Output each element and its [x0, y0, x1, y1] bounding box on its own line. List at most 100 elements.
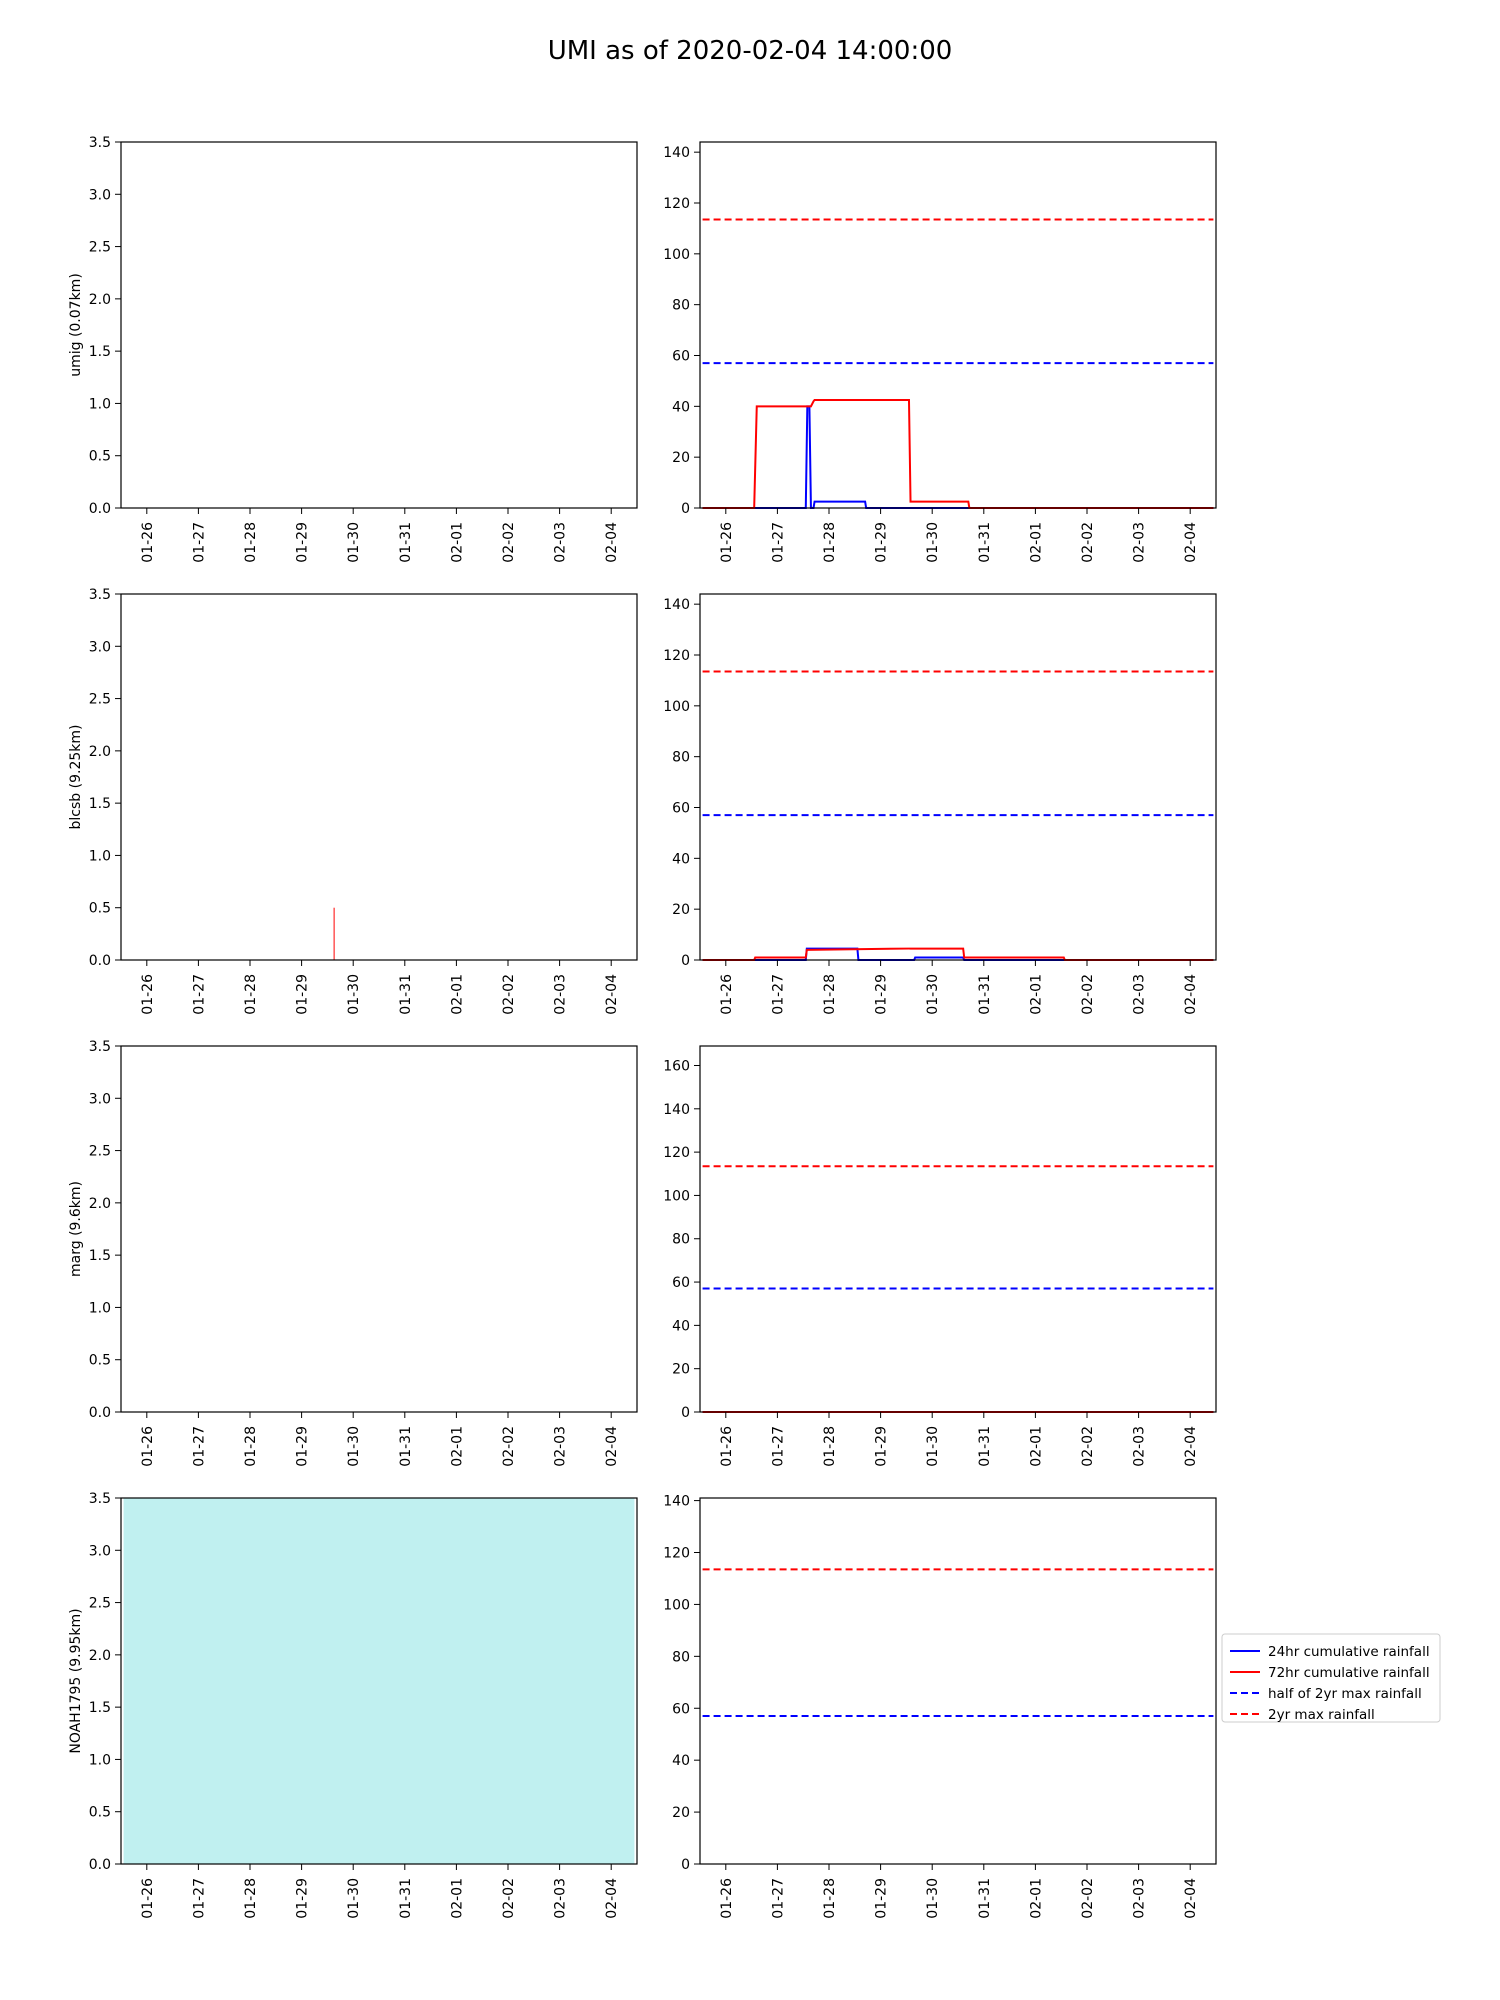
x-tick-label: 02-03: [553, 1878, 569, 1919]
x-tick-label: 01-30: [925, 522, 941, 563]
x-tick-label: 02-04: [1183, 974, 1199, 1015]
y-tick-label: 2.0: [89, 1196, 111, 1212]
subplot-1: 0.0 0.5 1.0 1.5 2.0 2.5 3.0 3.5 01-26 01-27 01-28 0…: [68, 135, 638, 563]
x-tick-label: 01-30: [925, 974, 941, 1015]
legend-box: [1221, 1633, 1441, 1723]
subplot-4: 0 20 40 60 80 100 120 140 01-26 01-27 01-28 01-29 01…: [663, 593, 1217, 1015]
x-tick-label: 01-28: [243, 1426, 259, 1467]
y-tick-label: 120: [663, 1546, 690, 1562]
data-area-fill: [123, 1498, 635, 1864]
x-tick-label: 01-29: [295, 1426, 311, 1467]
x-tick-label: 01-31: [977, 1426, 993, 1467]
legend-label: half of 2yr max rainfall: [1268, 1686, 1422, 1702]
y-tick-label: 140: [663, 1102, 690, 1118]
y-tick-label: 3.5: [89, 1039, 111, 1055]
y-tick-label: 1.5: [89, 796, 111, 812]
axes-frame: [120, 141, 638, 509]
y-tick-label: 80: [672, 1649, 690, 1665]
x-tick-label: 02-01: [1028, 1426, 1044, 1467]
y-tick-label: 40: [672, 1318, 690, 1334]
y-tick-label: 1.0: [89, 848, 111, 864]
x-tick-label: 01-31: [398, 522, 414, 563]
y-tick-label: 2.5: [89, 240, 111, 256]
x-tick-label: 01-28: [822, 1878, 838, 1919]
y-tick-label: 80: [672, 750, 690, 766]
x-tick-label: 01-31: [398, 974, 414, 1015]
x-tick-label: 02-01: [449, 974, 465, 1015]
y-tick-label: 2.0: [89, 744, 111, 760]
x-tick-label: 02-02: [1080, 974, 1096, 1015]
subplot-3: 0.0 0.5 1.0 1.5 2.0 2.5 3.0 3.5 01-26 01-27 01-28 0…: [68, 587, 638, 1015]
y-tick-label: 1.5: [89, 1700, 111, 1716]
y-tick-label: 0: [681, 1405, 690, 1421]
y-tick-label: 0: [681, 501, 690, 517]
y-axis-label: umig (0.07km): [68, 273, 84, 377]
x-tick-label: 02-04: [604, 1426, 620, 1467]
x-tick-label: 02-04: [604, 1878, 620, 1919]
x-tick-label: 01-29: [295, 974, 311, 1015]
legend-label: 72hr cumulative rainfall: [1268, 1665, 1430, 1681]
y-axis-label: marg (9.6km): [68, 1181, 84, 1277]
axes-frame: [120, 1497, 638, 1865]
x-tick-label: 02-02: [1080, 1426, 1096, 1467]
y-tick-label: 0: [681, 1857, 690, 1873]
x-tick-label: 02-02: [1080, 1878, 1096, 1919]
subplot-5: 0.0 0.5 1.0 1.5 2.0 2.5 3.0 3.5 01-26 01-27 01-28 0…: [68, 1039, 638, 1467]
y-tick-label: 0.5: [89, 1805, 111, 1821]
y-tick-label: 1.0: [89, 1300, 111, 1316]
y-tick-label: 140: [663, 597, 690, 613]
y-tick-label: 2.5: [89, 1596, 111, 1612]
x-tick-label: 01-26: [140, 1426, 156, 1467]
y-tick-label: 40: [672, 1753, 690, 1769]
x-tick-label: 01-26: [140, 974, 156, 1015]
x-tick-label: 01-30: [925, 1426, 941, 1467]
x-tick-label: 01-29: [295, 522, 311, 563]
x-tick-label: 02-02: [501, 522, 517, 563]
y-tick-label: 0.0: [89, 1405, 111, 1421]
y-tick-label: 3.5: [89, 1491, 111, 1507]
y-tick-label: 0.0: [89, 953, 111, 969]
x-tick-label: 01-31: [977, 1878, 993, 1919]
series-72hr-rainfall-line: [702, 398, 1214, 509]
x-tick-label: 01-26: [719, 522, 735, 563]
x-tick-label: 02-01: [449, 1426, 465, 1467]
x-tick-label: 02-03: [553, 1426, 569, 1467]
x-tick-label: 01-30: [346, 974, 362, 1015]
x-tick-label: 01-27: [770, 1426, 786, 1467]
y-tick-label: 0.5: [89, 901, 111, 917]
y-tick-label: 2.0: [89, 1648, 111, 1664]
legend-label: 2yr max rainfall: [1268, 1707, 1375, 1723]
y-tick-label: 100: [663, 1597, 690, 1613]
series-24hr-rainfall-line: [702, 405, 1214, 509]
y-tick-label: 100: [663, 1188, 690, 1204]
y-tick-label: 3.5: [89, 587, 111, 603]
y-tick-label: 0.0: [89, 501, 111, 517]
subplot-7: 0.0 0.5 1.0 1.5 2.0 2.5 3.0 3.5 01-26 01-27 01-28 0…: [68, 1491, 638, 1919]
x-tick-label: 01-29: [874, 1878, 890, 1919]
x-tick-label: 01-27: [770, 974, 786, 1015]
y-tick-label: 3.0: [89, 187, 111, 203]
x-tick-label: 02-03: [553, 522, 569, 563]
x-tick-label: 01-29: [874, 522, 890, 563]
x-tick-label: 01-26: [719, 1878, 735, 1919]
y-tick-label: 20: [672, 902, 690, 918]
x-tick-label: 01-29: [295, 1878, 311, 1919]
x-tick-label: 01-30: [925, 1878, 941, 1919]
x-tick-label: 02-04: [604, 522, 620, 563]
y-tick-label: 0.5: [89, 1353, 111, 1369]
y-axis-label: blcsb (9.25km): [68, 725, 84, 830]
figure-title: UMI as of 2020-02-04 14:00:00: [547, 36, 953, 66]
x-tick-label: 02-01: [1028, 522, 1044, 563]
axes-frame: [120, 593, 638, 961]
y-tick-label: 60: [672, 801, 690, 817]
x-tick-label: 01-29: [874, 1426, 890, 1467]
y-tick-label: 40: [672, 851, 690, 867]
x-tick-label: 02-01: [1028, 1878, 1044, 1919]
y-axis-label: NOAH1795 (9.95km): [68, 1608, 84, 1753]
y-tick-label: 80: [672, 298, 690, 314]
x-tick-label: 01-31: [398, 1878, 414, 1919]
x-tick-label: 02-03: [1132, 974, 1148, 1015]
y-tick-label: 0.5: [89, 449, 111, 465]
x-tick-label: 01-31: [977, 522, 993, 563]
